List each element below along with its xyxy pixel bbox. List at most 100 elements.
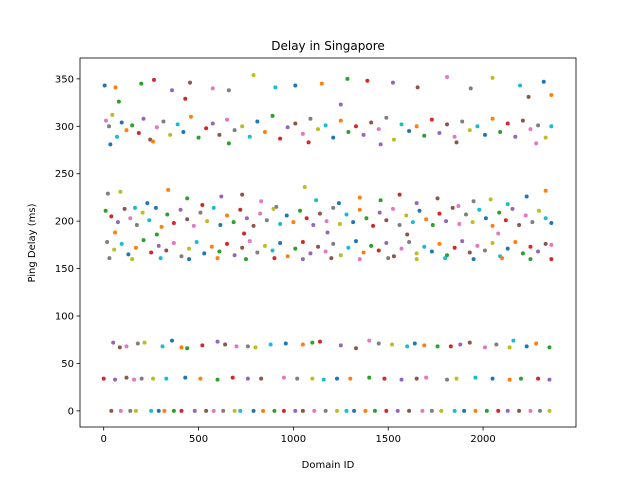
- data-point: [338, 253, 343, 258]
- data-point: [118, 408, 123, 413]
- data-point: [344, 212, 349, 217]
- data-point: [225, 117, 229, 122]
- data-point: [424, 217, 429, 222]
- data-point: [414, 251, 419, 256]
- data-point: [169, 88, 174, 93]
- data-point: [372, 408, 377, 413]
- data-point: [312, 408, 317, 413]
- data-point: [156, 408, 161, 413]
- data-point: [107, 124, 112, 129]
- data-point: [281, 375, 286, 380]
- y-tick-label: 150: [55, 264, 74, 275]
- data-point: [498, 129, 503, 134]
- data-point: [456, 203, 461, 208]
- data-point: [463, 212, 468, 217]
- data-point: [429, 117, 434, 122]
- data-point: [166, 187, 171, 192]
- data-point: [209, 244, 214, 249]
- data-point: [225, 213, 229, 218]
- data-point: [111, 340, 116, 345]
- data-point: [291, 220, 296, 225]
- data-point: [192, 408, 197, 413]
- data-point: [285, 254, 290, 259]
- x-tick-label: 2000: [470, 434, 495, 445]
- y-tick-label: 200: [55, 217, 74, 228]
- data-point: [494, 342, 499, 347]
- data-point: [259, 199, 264, 204]
- data-point: [371, 223, 376, 228]
- data-point: [338, 343, 343, 348]
- data-point: [338, 118, 343, 123]
- data-point: [405, 232, 410, 237]
- data-point: [518, 376, 523, 381]
- data-point: [549, 124, 554, 129]
- data-point: [211, 205, 216, 210]
- data-point: [549, 221, 554, 226]
- data-point: [226, 88, 231, 93]
- data-point: [268, 342, 273, 347]
- data-point: [450, 205, 455, 210]
- data-point: [378, 142, 383, 147]
- data-point: [240, 245, 245, 250]
- data-point: [219, 194, 224, 199]
- data-point: [361, 132, 366, 137]
- data-point: [397, 192, 402, 197]
- data-point: [283, 341, 288, 346]
- data-point: [128, 216, 133, 221]
- data-point: [253, 345, 258, 350]
- data-point: [547, 377, 552, 382]
- data-point: [357, 257, 362, 262]
- data-point: [323, 249, 328, 254]
- data-point: [281, 408, 286, 413]
- data-point: [215, 377, 220, 382]
- data-point: [457, 222, 462, 226]
- data-point: [178, 207, 183, 212]
- data-point: [293, 83, 298, 88]
- data-point: [261, 408, 266, 413]
- data-point: [151, 139, 156, 144]
- x-tick-label: 1000: [281, 434, 306, 445]
- data-point: [293, 246, 298, 251]
- data-point: [543, 135, 548, 140]
- x-axis-ticks: 0 500 1000 1500 2000: [101, 427, 496, 445]
- data-point: [278, 136, 283, 141]
- data-point: [505, 202, 510, 207]
- data-point: [304, 216, 309, 221]
- data-point: [482, 248, 487, 253]
- data-point: [437, 241, 442, 246]
- data-point: [536, 123, 541, 128]
- data-point: [225, 241, 229, 246]
- data-point: [414, 257, 419, 262]
- data-point: [473, 408, 478, 413]
- data-point: [132, 377, 137, 382]
- data-point: [215, 339, 220, 344]
- data-point: [284, 213, 289, 218]
- data-point: [549, 242, 554, 247]
- data-point: [505, 121, 510, 126]
- data-point: [534, 141, 539, 146]
- data-point: [171, 408, 176, 413]
- data-point: [335, 408, 340, 413]
- data-point: [490, 75, 495, 80]
- data-point: [247, 239, 252, 244]
- data-point: [205, 219, 210, 224]
- data-point: [336, 201, 341, 206]
- x-tick-label: 0: [101, 434, 107, 445]
- data-point: [251, 73, 256, 78]
- data-point: [185, 346, 190, 351]
- data-point: [133, 408, 138, 413]
- data-point: [119, 120, 124, 125]
- data-point: [468, 86, 473, 91]
- data-point: [141, 238, 146, 243]
- data-point: [240, 124, 245, 129]
- data-point: [302, 185, 307, 190]
- data-point: [109, 408, 114, 413]
- data-point: [452, 134, 457, 139]
- data-point: [444, 219, 449, 224]
- data-point: [113, 230, 118, 235]
- data-point: [102, 83, 107, 88]
- data-point: [414, 201, 419, 206]
- data-point: [460, 119, 465, 124]
- data-point: [496, 408, 501, 413]
- data-point: [300, 131, 305, 136]
